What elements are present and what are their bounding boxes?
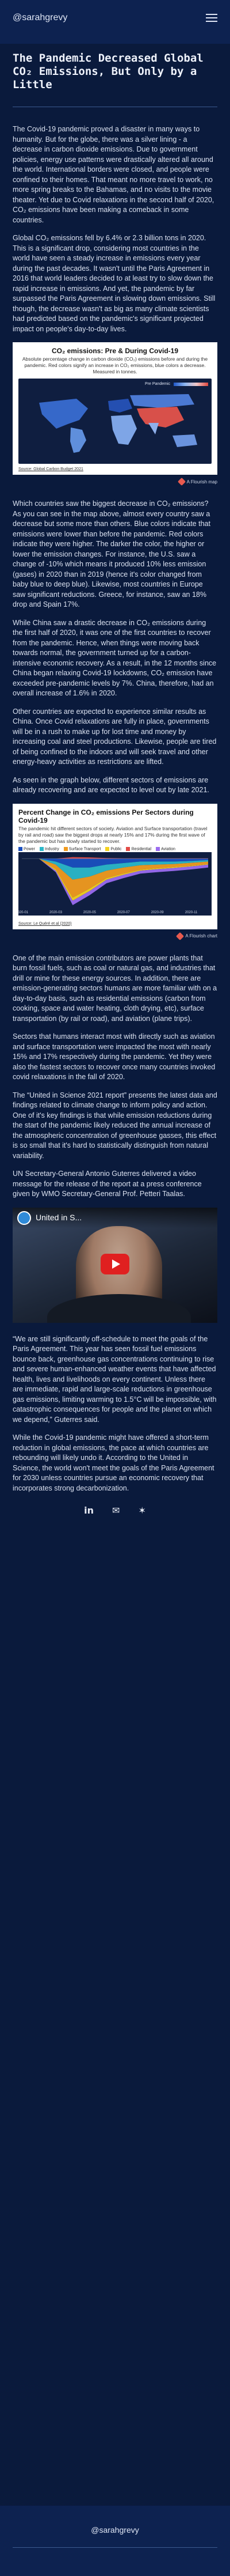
x-tick-label: 2020-11 <box>185 911 198 914</box>
footer: @sarahgrevy <box>0 2506 230 2576</box>
article-body: The Covid-19 pandemic proved a disaster … <box>0 124 230 1519</box>
paragraph: While China saw a drastic decrease in CO… <box>13 618 217 698</box>
article-title: The Pandemic Decreased Global CO₂ Emissi… <box>13 52 204 91</box>
video-topbar <box>13 1207 217 1228</box>
legend-item-power[interactable]: Power <box>18 846 35 851</box>
map-asia <box>137 407 184 428</box>
paragraph: One of the main emission contributors ar… <box>13 954 217 1023</box>
map-legend-label: Pre Pandemic <box>145 382 170 386</box>
flourish-chart-credit[interactable]: A Flourish chart <box>13 929 217 943</box>
legend-label: Residential <box>131 846 152 851</box>
sector-area-chart[interactable]: 2020-01 2020-03 2020-05 2020-07 2020-09 2020-… <box>16 852 212 916</box>
sector-chart-subtitle: The pandemic hit different sectors of so… <box>18 825 208 844</box>
footer-handle[interactable]: @sarahgrevy <box>91 2525 139 2535</box>
map-africa <box>111 415 137 445</box>
paragraph: The Covid-19 pandemic proved a disaster … <box>13 125 214 224</box>
paragraph: Which countries saw the biggest decrease… <box>13 500 210 608</box>
x-tick-label: 2020-05 <box>83 911 97 914</box>
flourish-logo-icon <box>177 477 186 486</box>
paragraph: The “United in Science 2021 report” pres… <box>13 1091 217 1160</box>
map-source[interactable]: Source: Global Carbon Budget 2021 <box>18 467 83 471</box>
un-logo-icon <box>17 1211 31 1225</box>
legend-label: Power <box>24 846 35 851</box>
legend-item-industry[interactable]: Industry <box>39 846 59 851</box>
world-map-svg[interactable] <box>22 388 212 457</box>
map-europe <box>108 399 132 413</box>
play-button[interactable] <box>101 1253 129 1274</box>
legend-swatch <box>18 846 22 851</box>
x-tick-label: 2020-03 <box>49 911 63 914</box>
flourish-map-credit[interactable]: A Flourish map <box>13 475 217 489</box>
map-north-america <box>39 399 88 429</box>
legend-swatch <box>156 846 160 851</box>
area-series-industry[interactable] <box>22 858 208 880</box>
x-tick-label: 2020-09 <box>151 911 164 914</box>
legend-swatch <box>39 846 44 851</box>
map-legend-scale <box>174 382 208 386</box>
paragraph: Other countries are expected to experien… <box>13 707 217 766</box>
footer-divider <box>13 2547 217 2548</box>
map-title: CO₂ emissions: Pre & During Covid-19 <box>51 347 179 355</box>
guterres-quote: “We are still significantly off-schedule… <box>13 1334 217 1424</box>
map-australia <box>172 434 197 447</box>
paragraph: As seen in the graph below, different se… <box>13 776 209 795</box>
legend-item-aviation[interactable]: Aviation <box>156 846 175 851</box>
header: @sarahgrevy <box>0 0 230 44</box>
video-title[interactable]: United in S... <box>36 1212 82 1222</box>
flourish-chart-label: A Flourish chart <box>185 933 217 939</box>
legend-item-residential[interactable]: Residential <box>126 846 152 851</box>
paragraph: UN Secretary-General Antonio Guterres de… <box>13 1170 202 1198</box>
sector-chart-legend: Power Industry Surface Transport Public Resi… <box>18 846 212 851</box>
paragraph: Sectors that humans interact most with d… <box>13 1032 216 1081</box>
sector-chart-source[interactable]: Source: Le Quéré et al (2020) <box>18 921 72 926</box>
x-tick-label: 2020-07 <box>117 911 131 914</box>
area-series-residential[interactable] <box>22 857 208 859</box>
map-subtitle: Absolute percentage change in carbon dio… <box>22 356 208 375</box>
legend-swatch <box>63 846 68 851</box>
video-player[interactable]: United in S... <box>13 1207 217 1323</box>
article-header: The Pandemic Decreased Global CO₂ Emissi… <box>0 44 230 124</box>
legend-item-surface-transport[interactable]: Surface Transport <box>63 846 101 851</box>
legend-item-public[interactable]: Public <box>105 846 122 851</box>
map-india <box>148 423 159 434</box>
email-icon[interactable]: ✉ <box>112 1504 120 1516</box>
hamburger-menu-icon[interactable] <box>206 14 217 22</box>
linkedin-icon[interactable]: in <box>84 1504 94 1516</box>
closing-paragraph: While the Covid-19 pandemic might have o… <box>13 1433 214 1492</box>
map-south-america <box>70 428 86 453</box>
x-tick-label: 2020-01 <box>18 911 29 914</box>
twitter-icon[interactable]: ✶ <box>138 1504 146 1516</box>
legend-label: Industry <box>44 846 59 851</box>
site-handle[interactable]: @sarahgrevy <box>13 13 68 22</box>
legend-label: Public <box>110 846 122 851</box>
legend-label: Aviation <box>161 846 175 851</box>
legend-swatch <box>126 846 131 851</box>
emissions-map-card[interactable]: CO₂ emissions: Pre & During Covid-19 Abs… <box>13 342 217 475</box>
social-links: in ✉ ✶ <box>13 1501 217 1519</box>
flourish-logo-icon <box>176 932 185 940</box>
legend-label: Surface Transport <box>68 846 101 851</box>
map-russia <box>130 394 194 408</box>
legend-swatch <box>105 846 110 851</box>
area-series-aviation[interactable] <box>22 858 208 905</box>
world-map[interactable]: Pre Pandemic <box>18 379 212 464</box>
area-series-power[interactable] <box>22 858 208 868</box>
flourish-map-label: A Flourish map <box>186 479 217 485</box>
sector-chart-title: Percent Change in CO₂ emissions Per Sect… <box>18 808 194 824</box>
paragraph: Global CO₂ emissions fell by 6.4% or 2.3… <box>13 234 216 333</box>
area-series-surface-transport[interactable] <box>22 858 208 898</box>
sector-chart-card[interactable]: Percent Change in CO₂ emissions Per Sect… <box>13 803 217 929</box>
